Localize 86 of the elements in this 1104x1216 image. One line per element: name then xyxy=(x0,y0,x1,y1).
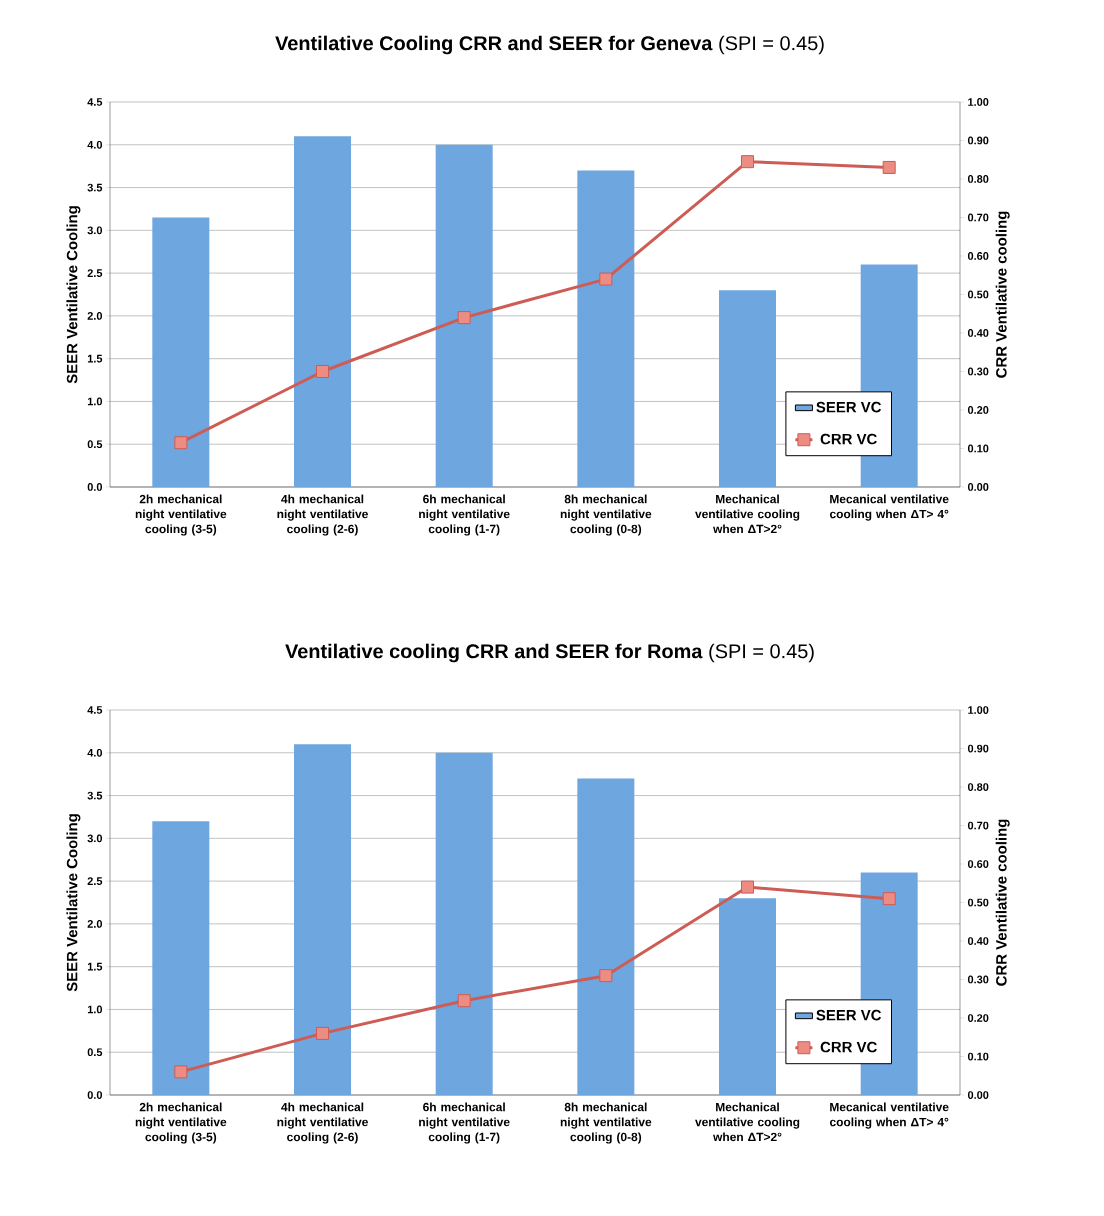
point xyxy=(741,155,754,169)
y-tick-label: 3.5 xyxy=(87,791,103,800)
point xyxy=(882,160,896,174)
y2-tick-label: 0.40 xyxy=(967,937,989,945)
bar xyxy=(294,744,351,1095)
y2-tick-label: 0.80 xyxy=(967,783,989,791)
bar xyxy=(435,752,493,1095)
y2-tick-label: 0.90 xyxy=(967,744,989,753)
y-tick-label: 3.5 xyxy=(87,183,103,192)
bar xyxy=(435,144,493,487)
point xyxy=(741,880,754,894)
y2-axis-title: CRR Ventilative cooling xyxy=(995,819,1010,986)
x-tick-label: 8h mechanical night ventilative cooling (0-8) xyxy=(560,1102,652,1144)
y2-tick-label: 0.30 xyxy=(967,975,989,984)
y2-tick-label: 0.00 xyxy=(967,1091,989,1099)
y2-tick-label: 0.40 xyxy=(967,329,989,337)
y-tick-label: 2.5 xyxy=(87,877,103,885)
y-axis-title: SEER Ventilative Cooling xyxy=(66,206,81,384)
y-tick-label: 2.0 xyxy=(87,312,103,320)
legend-label: SEER VC xyxy=(816,401,882,413)
y2-tick-label: 0.10 xyxy=(967,1052,989,1061)
point xyxy=(599,272,613,286)
y2-tick-label: 0.60 xyxy=(967,252,989,260)
legend-label: SEER VC xyxy=(816,1009,882,1021)
point xyxy=(174,1065,188,1079)
y-tick-label: 0.0 xyxy=(87,1091,103,1099)
point xyxy=(599,969,613,983)
x-tick-label: Mecanical ventilative cooling when ΔT> 4° xyxy=(829,494,949,521)
y2-tick-label: 0.70 xyxy=(967,213,989,222)
x-tick-label: 4h mechanical night ventilative cooling (2-6) xyxy=(277,494,368,536)
x-tick-label: 6h mechanical night ventilative cooling (1-7) xyxy=(419,494,510,536)
y-tick-label: 2.5 xyxy=(87,269,103,277)
x-tick-label: 2h mechanical night ventilative cooling (3-5) xyxy=(135,494,227,536)
y2-tick-label: 0.30 xyxy=(967,367,989,376)
x-tick-label: Mechanical ventilative cooling when ΔT>2° xyxy=(695,1102,800,1142)
legend-label: CRR VC xyxy=(820,1041,877,1053)
y-tick-label: 1.0 xyxy=(87,1005,103,1014)
x-tick-label: 8h mechanical night ventilative cooling (0-8) xyxy=(560,494,652,536)
y-tick-label: 4.5 xyxy=(87,706,103,714)
y-tick-label: 4.0 xyxy=(87,748,103,757)
bar xyxy=(294,136,351,487)
y2-tick-label: 0.10 xyxy=(967,444,989,453)
bar xyxy=(152,821,210,1095)
y2-tick-label: 0.50 xyxy=(967,290,989,299)
y-tick-label: 2.0 xyxy=(87,920,103,928)
y2-tick-label: 1.00 xyxy=(968,706,989,714)
x-tick-label: 2h mechanical night ventilative cooling (3-5) xyxy=(135,1102,227,1144)
bar xyxy=(719,898,776,1095)
x-tick-label: Mechanical ventilative cooling when ΔT>2° xyxy=(695,494,800,534)
y-tick-label: 3.0 xyxy=(87,226,103,235)
bar xyxy=(577,170,635,487)
chart-title: Ventilative Cooling CRR and SEER for Geneva (SPI = 0.45) xyxy=(275,35,824,55)
point xyxy=(457,994,471,1008)
y-tick-label: 1.5 xyxy=(87,354,103,363)
chart-title: Ventilative cooling CRR and SEER for Roma (SPI = 0.45) xyxy=(285,643,814,663)
bar xyxy=(577,778,635,1095)
y2-tick-label: 0.20 xyxy=(967,1014,989,1022)
point xyxy=(316,364,329,378)
y2-tick-label: 0.90 xyxy=(967,136,989,145)
y2-tick-label: 0.50 xyxy=(967,898,989,907)
bar xyxy=(719,290,776,487)
x-tick-label: Mecanical ventilative cooling when ΔT> 4° xyxy=(829,1102,949,1129)
point xyxy=(316,1026,329,1040)
y2-tick-label: 0.60 xyxy=(967,860,989,868)
point xyxy=(457,311,471,325)
legend-label: CRR VC xyxy=(820,433,877,445)
bar xyxy=(152,217,210,487)
y2-tick-label: 0.70 xyxy=(967,821,989,830)
x-tick-label: 6h mechanical night ventilative cooling (1-7) xyxy=(419,1102,510,1144)
y2-axis-title: CRR Ventilative cooling xyxy=(995,211,1010,378)
y-tick-label: 3.0 xyxy=(87,834,103,843)
point xyxy=(882,892,896,906)
y-tick-label: 0.5 xyxy=(87,440,103,449)
point xyxy=(174,436,188,450)
y2-tick-label: 1.00 xyxy=(968,98,989,106)
y-tick-label: 1.5 xyxy=(87,962,103,971)
y-tick-label: 0.5 xyxy=(87,1048,103,1057)
y2-tick-label: 0.00 xyxy=(967,483,989,491)
x-tick-label: 4h mechanical night ventilative cooling (2-6) xyxy=(277,1102,368,1144)
y-axis-title: SEER Ventilative Cooling xyxy=(66,814,81,992)
y-tick-label: 4.0 xyxy=(87,140,103,149)
y-tick-label: 4.5 xyxy=(87,98,103,106)
y-tick-label: 1.0 xyxy=(87,397,103,406)
y2-tick-label: 0.80 xyxy=(967,175,989,183)
y2-tick-label: 0.20 xyxy=(967,406,989,414)
y-tick-label: 0.0 xyxy=(87,483,103,491)
